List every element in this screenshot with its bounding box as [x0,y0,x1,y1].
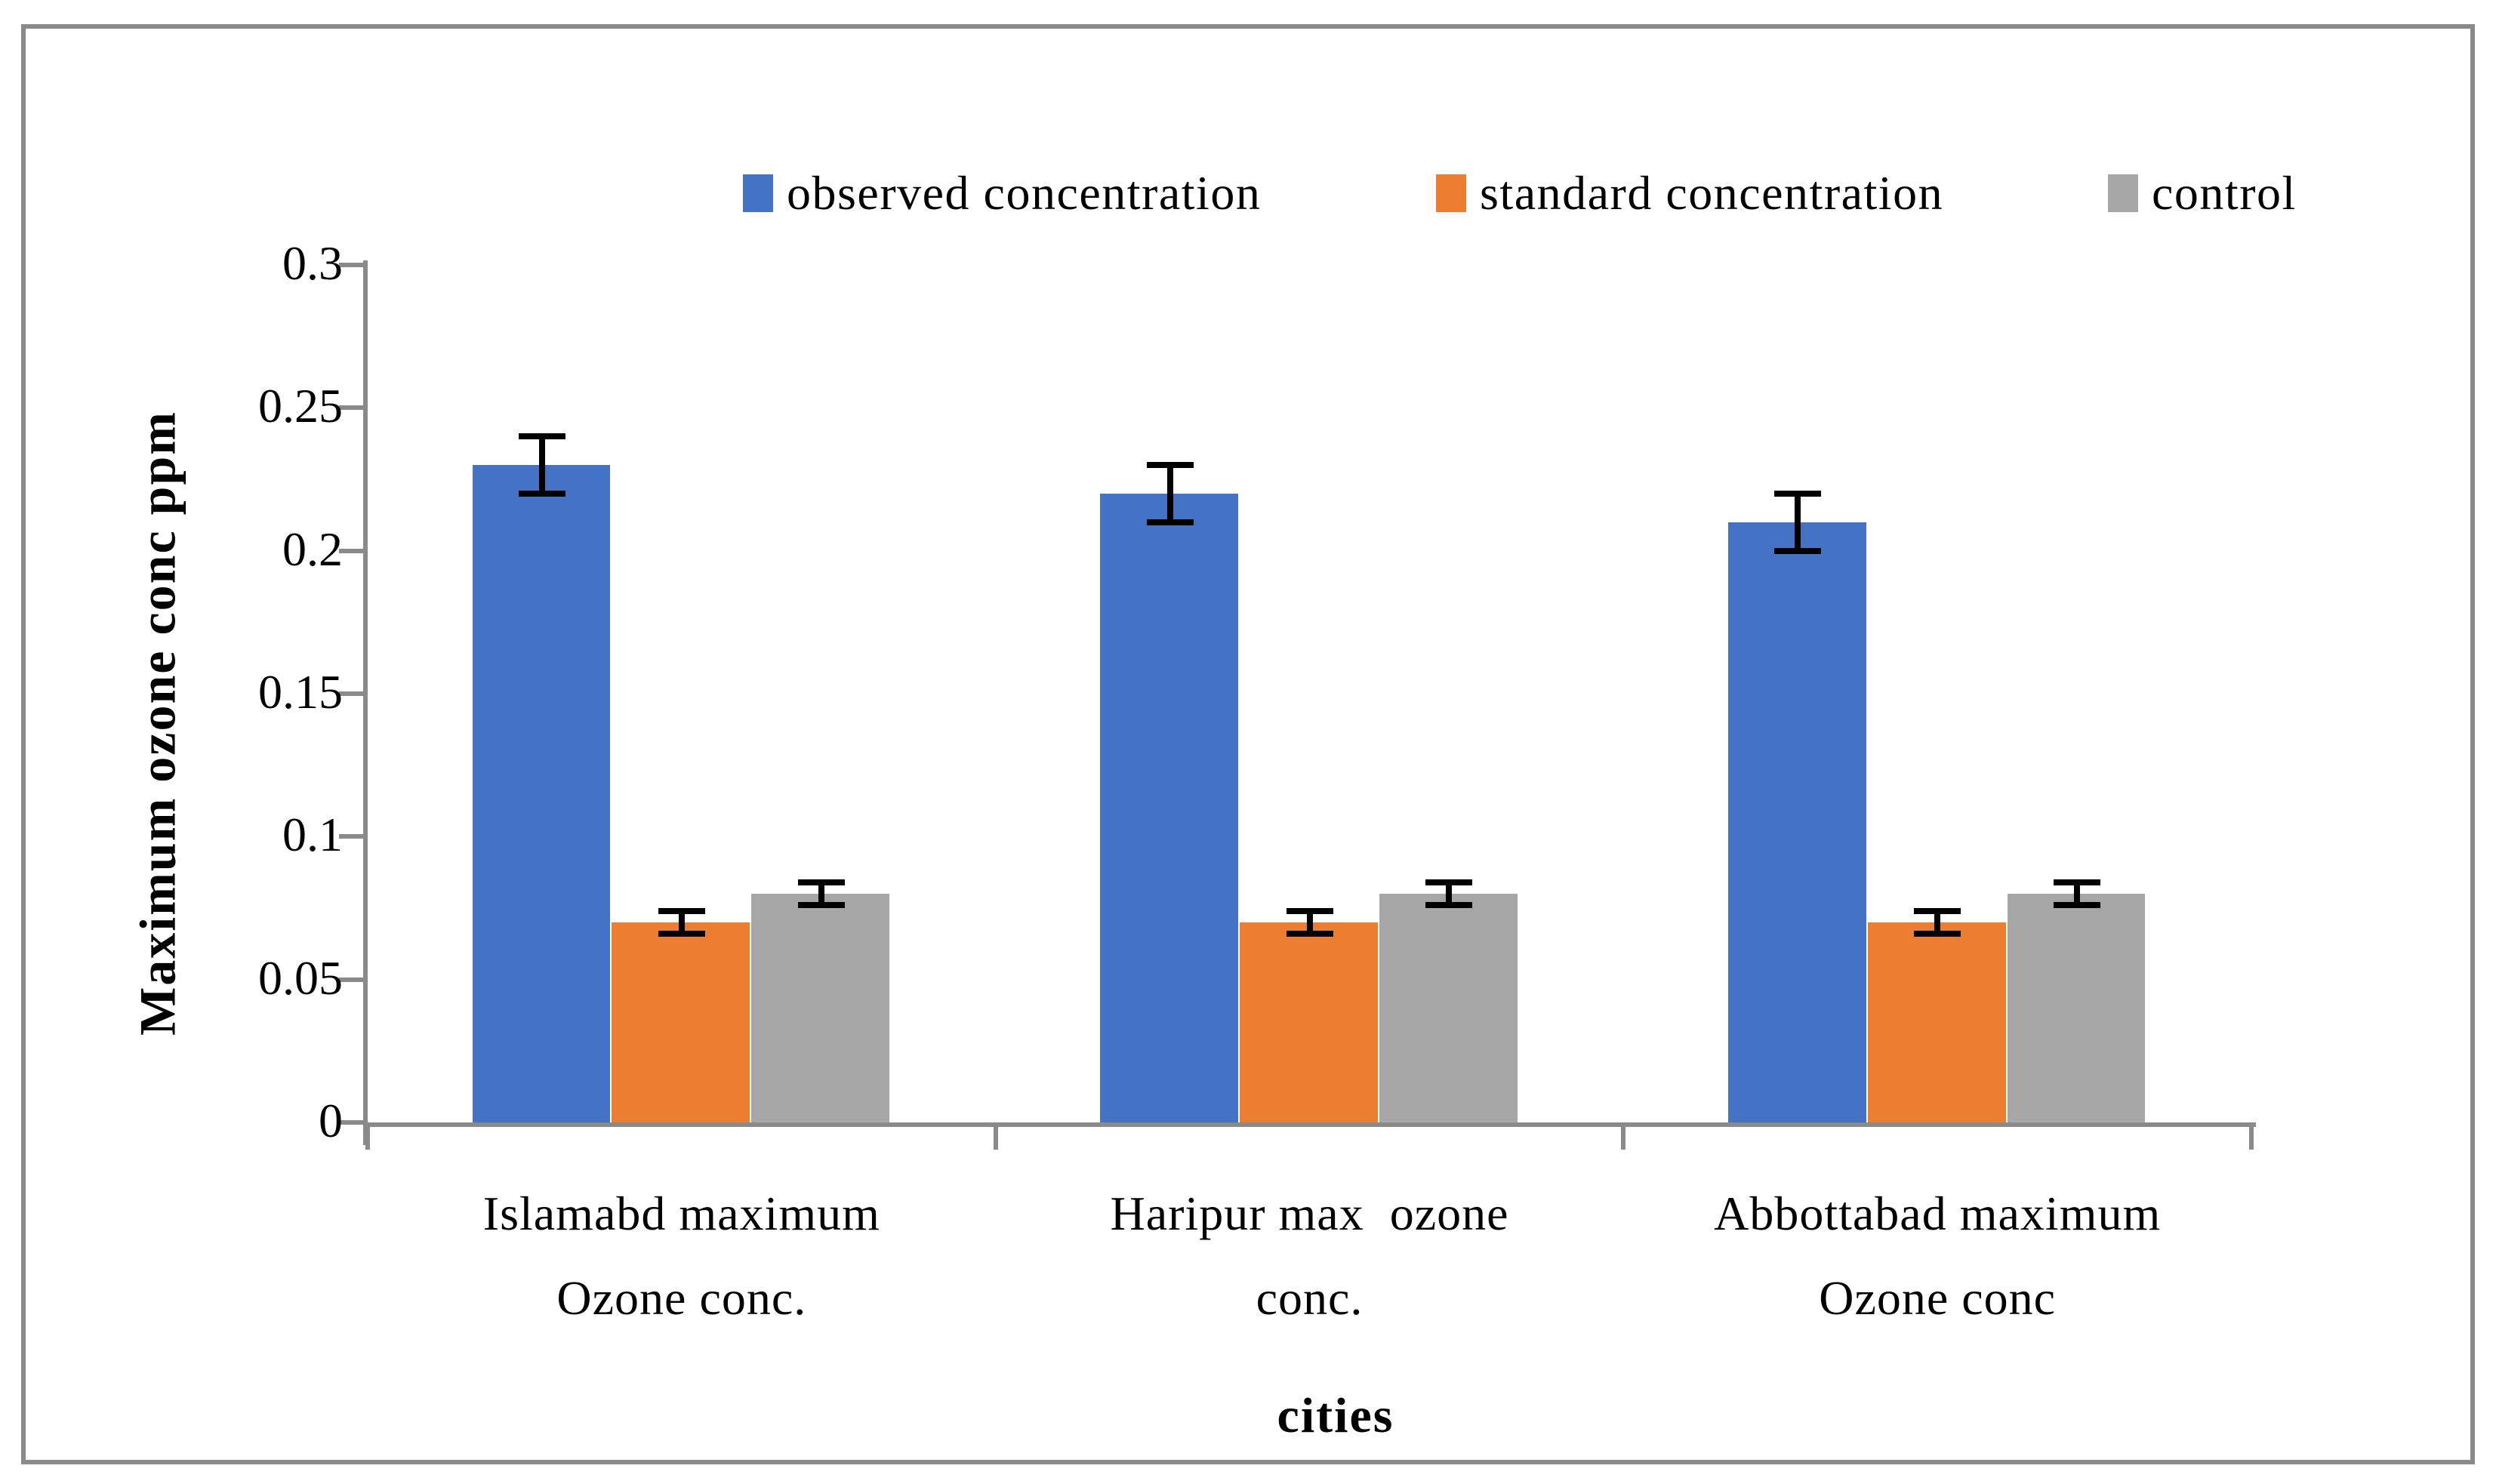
error-bar-cap-bottom [1425,902,1473,909]
error-bar-cap-top [519,433,566,440]
error-bar-cap-top [658,907,705,914]
error-bar-cap-bottom [1774,547,1822,554]
legend-item-3: control [2108,169,2297,217]
x-category-tick [2249,1122,2254,1150]
legend-swatch-icon [2108,174,2138,212]
error-bar-cap-top [1286,907,1333,914]
error-bar-line [2073,882,2080,906]
y-tick-label: 0.2 [282,522,343,576]
x-category-label: Islamabd maximum Ozone conc. [372,1171,991,1341]
legend-label: standard concentration [1480,166,1944,220]
y-tick-label: 0.05 [258,950,343,1005]
error-bar-line [1934,910,1941,934]
error-bar-cap-top [1774,490,1822,497]
error-bar-cap-bottom [797,902,845,909]
error-bar-line [818,882,824,906]
y-tick-label: 0.25 [258,379,343,433]
x-category-tick [993,1122,998,1150]
y-tick [339,834,363,839]
legend-item-2: standard concentration [1436,169,1943,217]
y-tick [339,691,363,696]
error-bar-line [1166,465,1173,522]
error-bar-line [1795,493,1801,551]
error-bar-line [539,436,546,494]
y-tick-label: 0 [319,1094,343,1147]
legend-swatch-icon [1436,174,1466,212]
error-bar-cap-top [797,879,845,885]
y-tick-label: 0.3 [282,236,343,290]
x-category-label-line: conc. [1256,1271,1364,1325]
error-bar-cap-bottom [2053,902,2100,909]
error-bar-cap-top [1425,879,1473,885]
x-category-label: Haripur max ozone conc. [1000,1171,1619,1341]
bar-observed-3 [1727,522,1866,1122]
error-bar-cap-bottom [519,490,566,497]
x-axis-line [363,1122,2256,1127]
y-tick [339,405,363,411]
y-tick-label: 0.15 [258,665,343,719]
y-tick [339,548,363,553]
error-bar-cap-top [2053,879,2100,885]
bar-control-1 [751,894,890,1122]
legend-label: control [2152,166,2297,220]
chart-frame: observed concentration standard concentra… [21,24,2475,1464]
x-category-label-line: Ozone conc. [556,1271,807,1325]
y-tick [339,1120,363,1125]
y-tick [339,977,363,982]
bar-standard-3 [1867,922,2006,1122]
error-bar-cap-bottom [1914,931,1961,938]
y-tick-label: 0.1 [282,808,343,862]
legend-swatch-icon [743,174,773,212]
legend-item-1: observed concentration [743,169,1261,217]
error-bar-line [1446,882,1453,906]
error-bar-cap-bottom [1146,519,1194,525]
error-bar-cap-bottom [658,931,705,938]
x-category-label-line: Islamabd maximum [482,1187,880,1240]
error-bar-line [1306,910,1313,934]
bar-observed-2 [1100,493,1239,1122]
legend: observed concentration standard concentra… [26,169,2496,229]
x-axis-title: cities [1277,1388,1394,1443]
y-axis-line [363,260,368,1145]
error-bar-cap-bottom [1286,931,1333,938]
bar-standard-1 [612,922,750,1122]
y-axis-title: Maximum ozone conc ppm [128,411,186,1036]
bar-control-3 [2007,894,2146,1122]
x-category-tick [1621,1122,1626,1150]
error-bar-cap-top [1146,462,1194,469]
error-bar-line [678,910,685,934]
y-tick [339,263,363,267]
legend-label: observed concentration [787,166,1262,220]
bar-control-2 [1379,894,1518,1122]
x-category-label-line: Haripur max ozone [1110,1187,1509,1240]
bar-standard-2 [1240,922,1378,1122]
x-category-label-line: Abbottabad maximum [1714,1187,2162,1240]
bar-observed-1 [472,465,611,1122]
x-category-label: Abbottabad maximum Ozone conc [1628,1171,2247,1341]
x-category-tick [365,1122,370,1150]
error-bar-cap-top [1914,907,1961,914]
x-category-label-line: Ozone conc [1819,1271,2057,1325]
